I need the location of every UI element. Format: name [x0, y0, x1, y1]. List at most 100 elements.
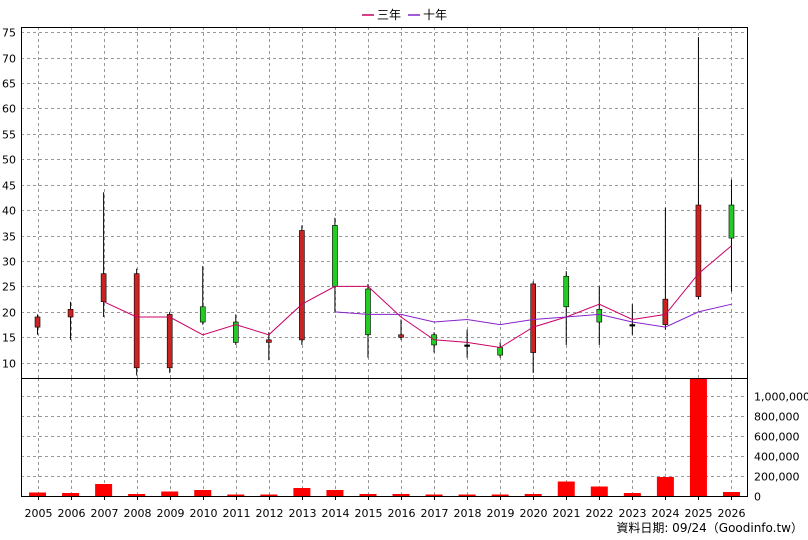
volume-bar — [194, 490, 212, 496]
year-tick-label: 2013 — [289, 507, 317, 520]
year-tick-label: 2025 — [685, 507, 713, 520]
price-tick-label: 70 — [2, 53, 16, 66]
year-tick-label: 2026 — [718, 507, 746, 520]
candlesticks — [34, 37, 735, 376]
volume-bar — [128, 494, 146, 496]
year-tick-label: 2016 — [388, 507, 416, 520]
candle-body — [629, 324, 636, 327]
candle-body — [299, 230, 305, 341]
legend: 三年 十年 — [362, 8, 447, 22]
price-tick-label: 75 — [2, 27, 16, 40]
year-tick-label: 2018 — [454, 507, 482, 520]
candle-body — [398, 334, 404, 338]
candle-body — [365, 288, 371, 336]
moving-average-lines — [103, 245, 732, 349]
volume-tick-label: 200,000 — [754, 471, 800, 484]
volume-bar — [491, 494, 509, 496]
volume-bar — [425, 494, 443, 496]
three-year-average-line — [103, 245, 732, 349]
year-tick-label: 2012 — [256, 507, 284, 520]
year-axis-ticks: 2005 2006 2007 2008 2009 2010 2011 2012 2013 2014… — [25, 496, 746, 520]
year-tick-label: 2022 — [586, 507, 614, 520]
volume-bar — [722, 492, 740, 496]
volume-tick-label: 0 — [754, 491, 761, 504]
volume-bar — [392, 494, 410, 496]
price-tick-label: 60 — [2, 103, 16, 116]
price-axis-ticks: 10 15 20 25 30 35 40 45 50 55 60 65 70 75 — [2, 27, 16, 371]
price-tick-label: 65 — [2, 78, 16, 91]
volume-axis-ticks: 0 200,000 400,000 600,000 800,000 1,000,000 — [754, 391, 808, 504]
year-tick-label: 2019 — [487, 507, 515, 520]
volume-bar — [326, 490, 344, 496]
data-date-credit: 資料日期: 09/24（Goodinfo.tw） — [616, 521, 803, 535]
volume-tick-label: 1,000,000 — [754, 391, 808, 404]
volume-bar — [29, 492, 47, 496]
candle-body — [133, 273, 140, 369]
candle-body — [596, 309, 603, 323]
year-tick-label: 2017 — [421, 507, 449, 520]
price-tick-label: 35 — [2, 231, 16, 244]
year-tick-label: 2005 — [25, 507, 53, 520]
candle-body — [530, 283, 537, 353]
volume-bar — [524, 494, 542, 496]
volume-bar — [689, 378, 707, 496]
candle-body — [464, 344, 470, 347]
candle-body — [266, 339, 272, 343]
year-tick-label: 2006 — [58, 507, 86, 520]
volume-bar — [656, 477, 674, 496]
year-tick-label: 2020 — [520, 507, 548, 520]
volume-grid — [21, 378, 748, 496]
price-tick-label: 55 — [2, 129, 16, 142]
candle-body — [34, 316, 41, 328]
volume-bar — [590, 486, 608, 496]
volume-bar — [62, 493, 80, 496]
candle-body — [497, 347, 503, 356]
price-tick-label: 25 — [2, 281, 16, 294]
year-tick-label: 2008 — [124, 507, 152, 520]
volume-bar — [458, 494, 476, 496]
price-panel-border — [21, 27, 748, 379]
candle-body — [563, 275, 570, 308]
volume-tick-label: 600,000 — [754, 431, 800, 444]
volume-bar — [95, 484, 113, 496]
price-tick-label: 40 — [2, 205, 16, 218]
candle-body — [232, 321, 239, 343]
year-tick-label: 2009 — [157, 507, 185, 520]
axes — [21, 27, 748, 497]
price-tick-label: 20 — [2, 307, 16, 320]
year-tick-label: 2015 — [355, 507, 383, 520]
year-tick-label: 2007 — [91, 507, 119, 520]
year-tick-label: 2023 — [619, 507, 647, 520]
candle-body — [332, 225, 338, 287]
price-tick-label: 10 — [2, 358, 16, 371]
candle-body — [199, 306, 206, 323]
price-tick-label: 45 — [2, 180, 16, 193]
volume-tick-label: 400,000 — [754, 451, 800, 464]
price-grid — [21, 27, 748, 378]
volume-bar — [227, 494, 245, 496]
legend-label-three-year: 三年 — [377, 8, 401, 22]
volume-bar — [293, 488, 311, 496]
candle-body — [728, 204, 735, 239]
volume-bar — [623, 493, 641, 496]
ten-year-average-line — [334, 303, 732, 328]
volume-bars — [29, 378, 740, 496]
legend-label-ten-year: 十年 — [423, 8, 447, 22]
candle-body — [67, 309, 74, 318]
volume-bar — [260, 494, 278, 496]
volume-bar — [161, 491, 179, 496]
year-tick-label: 2010 — [190, 507, 218, 520]
price-tick-label: 50 — [2, 154, 16, 167]
year-tick-label: 2011 — [223, 507, 251, 520]
year-tick-label: 2021 — [553, 507, 581, 520]
candle-body — [100, 273, 107, 302]
volume-bar — [359, 494, 377, 496]
volume-tick-label: 800,000 — [754, 411, 800, 424]
price-tick-label: 30 — [2, 256, 16, 269]
volume-bar — [557, 481, 575, 496]
price-tick-label: 15 — [2, 332, 16, 345]
candle-body — [695, 204, 702, 297]
year-tick-label: 2024 — [652, 507, 680, 520]
year-tick-label: 2014 — [322, 507, 350, 520]
